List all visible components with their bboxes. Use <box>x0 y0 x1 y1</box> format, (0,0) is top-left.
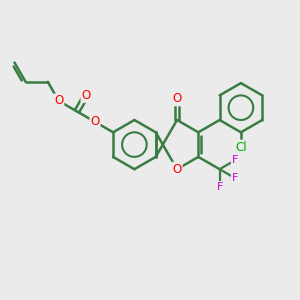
Text: O: O <box>54 94 63 107</box>
Text: F: F <box>232 173 238 183</box>
Text: F: F <box>232 155 238 165</box>
Text: O: O <box>172 92 182 105</box>
Text: O: O <box>172 163 182 176</box>
Text: O: O <box>90 115 100 128</box>
Text: O: O <box>82 89 91 102</box>
Text: F: F <box>216 182 223 192</box>
Text: Cl: Cl <box>235 141 247 154</box>
